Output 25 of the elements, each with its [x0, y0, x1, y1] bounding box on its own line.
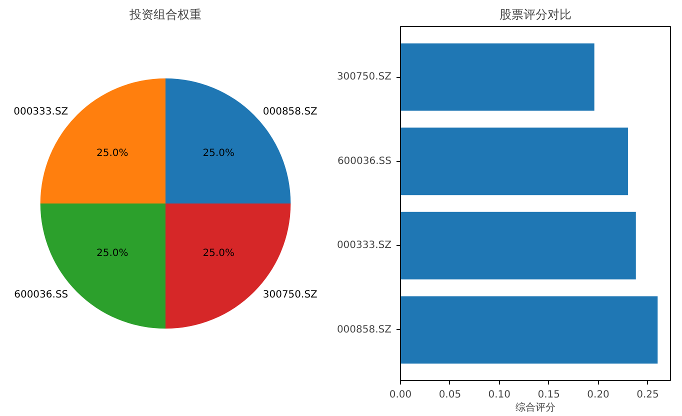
- x-tick-label: 0.10: [488, 390, 511, 400]
- x-tick-label: 0.25: [636, 390, 659, 400]
- slice-label: 600036.SS: [14, 290, 68, 301]
- data-label: 25.0%: [202, 248, 235, 259]
- slice-label: 000333.SZ: [14, 106, 68, 118]
- x-tick-label: 0.05: [438, 390, 462, 400]
- y-tick-label: 600036.SS: [337, 156, 392, 167]
- data-label: 25.0%: [96, 148, 128, 159]
- data-label: 25.0%: [96, 248, 128, 259]
- bar: [400, 43, 594, 111]
- slice-label: 000858.SZ: [262, 106, 318, 118]
- bar: [400, 128, 628, 196]
- chart-title: 股票评分对比: [500, 8, 572, 22]
- bar: [400, 212, 636, 280]
- x-tick-label: 0.00: [389, 390, 412, 400]
- chart-title: 投资组合权重: [128, 8, 202, 22]
- data-label: 25.0%: [202, 148, 235, 159]
- y-tick-label: 000333.SZ: [336, 240, 392, 252]
- slice-label: 300750.SZ: [262, 290, 318, 301]
- y-tick-label: 300750.SZ: [336, 72, 392, 83]
- x-tick-label: 0.15: [538, 390, 560, 400]
- y-tick-label: 000858.SZ: [336, 324, 392, 336]
- bar: [400, 296, 658, 364]
- x-tick-label: 0.20: [587, 390, 610, 400]
- x-axis-title: 综合评分: [516, 402, 556, 414]
